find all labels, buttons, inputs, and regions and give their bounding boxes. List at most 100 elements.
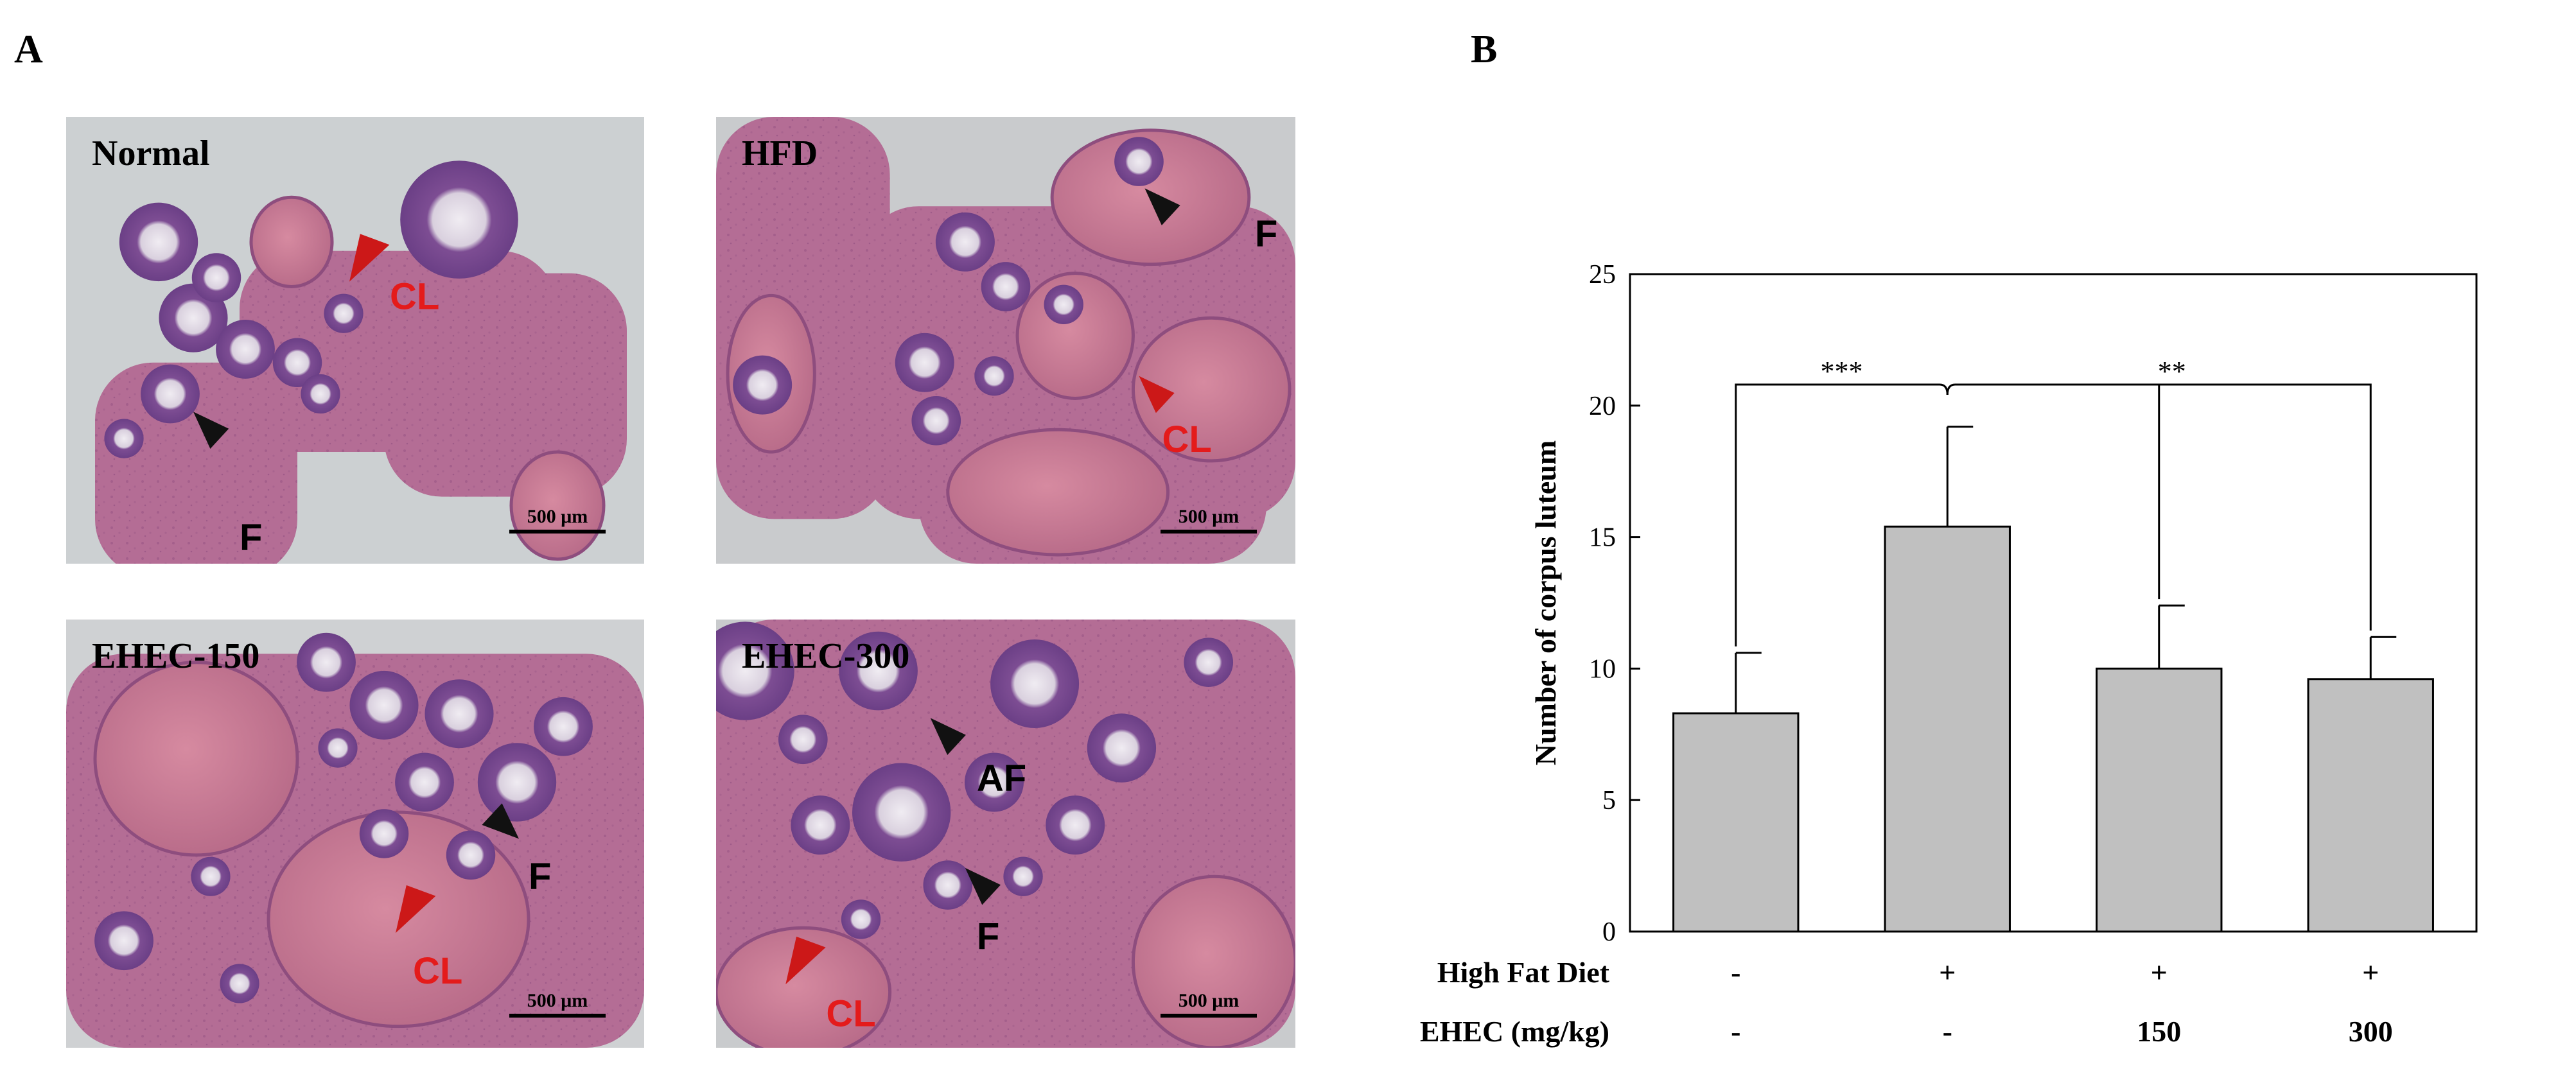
marker-label: CL: [390, 275, 439, 317]
micrograph-normal: Normal 500 μm CL F: [66, 117, 644, 564]
follicle-region: [191, 856, 231, 896]
micrograph-hfd: HFD 500 μm F CL: [716, 117, 1295, 564]
micrograph-ehec-150: EHEC-150 500 μm F CL: [66, 620, 644, 1048]
marker-label: AF: [977, 758, 1026, 799]
follicle-region: [141, 364, 200, 424]
marker-label: F: [529, 856, 551, 898]
follicle-region: [191, 253, 241, 302]
condition-value: -: [1731, 956, 1740, 989]
follicle-region: [839, 631, 918, 711]
condition-value: 300: [2349, 1015, 2393, 1048]
y-axis-label: Number of corpus luteum: [1529, 440, 1562, 765]
marker-label: CL: [413, 950, 462, 992]
follicle-region: [964, 752, 1024, 812]
significance-label: ***: [1821, 356, 1863, 387]
follicle-arrowhead: [1144, 188, 1180, 225]
corpus-luteum-region: [93, 661, 299, 857]
bar-1: [1884, 525, 2011, 933]
follicle-region: [477, 743, 557, 822]
follicle-region: [716, 621, 794, 720]
corpus-luteum-arrowhead: [785, 936, 826, 985]
micrograph-title: Normal: [92, 134, 210, 173]
micrograph-title: EHEC-300: [742, 636, 909, 676]
follicle-arrowhead: [482, 803, 519, 839]
follicle-region: [395, 752, 454, 812]
follicle-region: [359, 809, 409, 858]
follicle-arrowhead: [965, 867, 1001, 905]
marker-label: F: [240, 517, 262, 559]
y-tick-label: 5: [1602, 786, 1616, 815]
bar-2: [2096, 667, 2223, 933]
follicle-region: [400, 161, 518, 279]
follicle-region: [791, 795, 850, 855]
bar-3: [2307, 678, 2434, 933]
follicle-region: [1114, 137, 1164, 186]
follicle-region: [923, 860, 973, 910]
follicle-region: [301, 374, 340, 414]
condition-value: +: [2151, 956, 2168, 989]
follicle-region: [733, 355, 793, 415]
follicle-region: [911, 395, 961, 446]
follicle-region: [216, 320, 275, 379]
condition-value: 150: [2137, 1015, 2181, 1048]
bar-0: [1672, 712, 1800, 933]
plot-area: [1629, 273, 2478, 933]
corpus-luteum-region: [1131, 874, 1295, 1048]
y-tick-label: 15: [1589, 523, 1616, 553]
corpus-luteum-arrowhead: [396, 885, 436, 933]
follicle-region: [297, 632, 356, 692]
follicle-region: [1184, 638, 1234, 688]
follicle-arrowhead: [193, 412, 229, 449]
scale-bar-label: 500 μm: [1178, 506, 1240, 527]
follicle-region: [104, 419, 144, 458]
tissue-stroma: [384, 273, 627, 497]
condition-value: +: [1939, 956, 1956, 989]
corpus-luteum-arrowhead: [1139, 376, 1175, 413]
follicle-region: [534, 697, 593, 756]
corpus-luteum-region: [946, 428, 1170, 557]
marker-label: CL: [826, 993, 875, 1035]
corpus-luteum-region: [1131, 316, 1292, 463]
condition-row-label: EHEC (mg/kg): [1420, 1015, 1609, 1048]
panel-b-letter: B: [1471, 28, 1497, 71]
follicle-region: [119, 202, 198, 282]
y-tick-label: 20: [1589, 392, 1616, 421]
follicle-region: [1046, 795, 1105, 855]
significance-bracket: [1946, 383, 2372, 631]
follicle-region: [272, 338, 322, 388]
marker-label: F: [1255, 213, 1277, 255]
condition-value: -: [1943, 1015, 1952, 1048]
follicle-region: [1003, 856, 1043, 896]
follicle-region: [425, 679, 494, 749]
y-tick-label: 25: [1589, 260, 1616, 290]
follicle-region: [220, 964, 259, 1003]
corpus-luteum-region: [249, 195, 334, 288]
panel-b: B 0 5 10 15 20 25 Number of corpus luteum High F…: [1420, 28, 2478, 1048]
follicle-region: [981, 262, 1031, 311]
scale-bar-label: 500 μm: [527, 990, 588, 1011]
scale-bar-label: 500 μm: [1178, 990, 1240, 1011]
condition-row-label: High Fat Diet: [1437, 956, 1610, 989]
follicle-region: [990, 639, 1080, 729]
follicle-region: [94, 911, 153, 971]
panel-a: A Normal 500 μm CL F HFD 500 μm F CL EHEC-150 500 …: [14, 28, 1295, 1048]
follicle-region: [895, 333, 954, 392]
y-tick-label: 0: [1602, 917, 1616, 947]
corpus-luteum-arrowhead: [349, 234, 390, 282]
condition-value: -: [1731, 1015, 1740, 1048]
significance-label: **: [2158, 356, 2186, 387]
follicle-arrowhead: [930, 718, 966, 756]
marker-label: CL: [1162, 419, 1212, 460]
follicle-region: [324, 293, 364, 333]
scale-bar-label: 500 μm: [527, 506, 588, 527]
corpus-luteum-region: [716, 926, 892, 1048]
micrograph-title: EHEC-150: [92, 636, 259, 676]
condition-value: +: [2362, 956, 2379, 989]
follicle-region: [318, 728, 358, 768]
marker-label: F: [977, 916, 999, 958]
panel-a-letter: A: [14, 28, 43, 71]
follicle-region: [778, 715, 828, 765]
follicle-region: [935, 212, 995, 272]
follicle-region: [852, 763, 951, 862]
